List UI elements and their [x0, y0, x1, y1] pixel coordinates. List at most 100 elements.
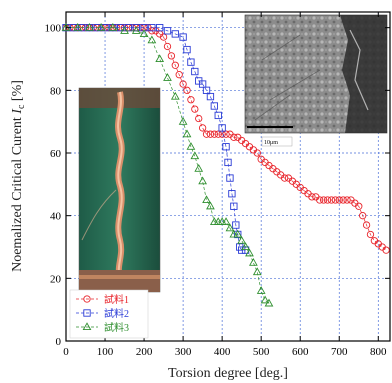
data-point [183, 86, 191, 94]
data-point [191, 105, 199, 113]
data-point [190, 151, 200, 160]
data-point [156, 24, 164, 32]
data-point [280, 174, 289, 182]
data-point [245, 248, 254, 257]
data-point [61, 22, 71, 31]
data-point [178, 116, 188, 125]
legend-label: 試料2 [104, 307, 129, 320]
data-point [179, 33, 187, 41]
data-point [198, 80, 207, 88]
data-point [256, 286, 266, 294]
data-point [167, 52, 176, 60]
data-point [233, 229, 243, 238]
series-1 [62, 24, 390, 254]
y-axis-title: Noemalized Critical Curent Ic [%] [10, 80, 27, 272]
data-point [228, 190, 236, 198]
data-point [202, 86, 211, 94]
y-axis-title-sub: c [16, 104, 27, 109]
sample-photo [78, 87, 161, 293]
data-point [366, 230, 375, 239]
data-point [179, 80, 187, 88]
scale-bar-label: 10μm [264, 140, 278, 146]
data-point [147, 35, 157, 44]
data-point [355, 202, 363, 210]
data-point [96, 22, 106, 31]
data-point [206, 130, 215, 138]
data-point [73, 22, 83, 31]
x-tick-label: 400 [214, 346, 231, 358]
y-tick-label: 0 [56, 336, 62, 348]
data-point [202, 195, 211, 204]
data-point [175, 71, 183, 79]
data-point [249, 257, 258, 266]
data-point [225, 223, 235, 232]
data-point [327, 196, 336, 204]
data-point [359, 212, 367, 220]
data-point [226, 174, 234, 182]
data-point [148, 24, 156, 32]
x-tick-label: 100 [97, 346, 114, 358]
data-point [206, 92, 215, 101]
x-tick-label: 800 [370, 346, 387, 358]
data-point [214, 130, 222, 138]
sem-micrograph: 10μm [244, 14, 388, 147]
data-point [319, 196, 328, 204]
data-point [230, 133, 238, 141]
data-point [202, 130, 211, 138]
data-point [210, 102, 218, 110]
data-point [316, 196, 324, 204]
data-point [252, 267, 262, 276]
data-point [339, 196, 347, 204]
data-point [308, 193, 316, 201]
data-point [238, 246, 246, 254]
data-point [194, 163, 204, 172]
data-point [187, 58, 195, 66]
data-point [183, 45, 191, 54]
legend-marker [83, 295, 91, 303]
data-point [191, 67, 199, 76]
data-point [195, 114, 203, 123]
data-point [198, 176, 207, 185]
data-point [187, 96, 195, 104]
x-tick-label: 200 [136, 346, 153, 358]
data-point [155, 54, 165, 63]
data-point [108, 22, 118, 31]
data-point [171, 30, 179, 38]
data-point [260, 295, 270, 304]
data-point [182, 129, 192, 138]
legend-label: 試料1 [104, 293, 129, 306]
y-tick-label: 80 [50, 85, 62, 97]
data-point [331, 196, 339, 204]
data-point [237, 236, 247, 244]
x-tick-label: 300 [175, 346, 192, 358]
series-line [66, 27, 270, 304]
data-point [323, 196, 332, 204]
data-point [232, 221, 240, 229]
data-point [93, 24, 101, 32]
data-point [335, 196, 343, 204]
data-point [224, 158, 232, 167]
data-point [230, 202, 238, 210]
data-point [343, 196, 351, 204]
x-axis-title: Torsion degree [deg.] [168, 366, 288, 381]
data-point [163, 27, 172, 35]
data-point [253, 149, 261, 157]
y-tick-label: 40 [50, 211, 62, 223]
series-3 [61, 22, 274, 307]
data-point [210, 130, 218, 138]
data-point [120, 26, 129, 34]
data-point [221, 217, 231, 225]
data-point [222, 143, 230, 151]
data-point [241, 242, 250, 251]
y-axis-title-main: Noemalized Critical Curent [10, 114, 25, 272]
x-tick-label: 600 [292, 346, 309, 358]
legend-marker [82, 322, 92, 331]
data-point [206, 201, 215, 210]
data-point [264, 298, 274, 307]
y-axis-title-unit: [%] [10, 80, 25, 105]
legend-marker [83, 309, 91, 317]
x-tick-label: 0 [63, 346, 69, 358]
x-tick-label: 500 [253, 346, 270, 358]
